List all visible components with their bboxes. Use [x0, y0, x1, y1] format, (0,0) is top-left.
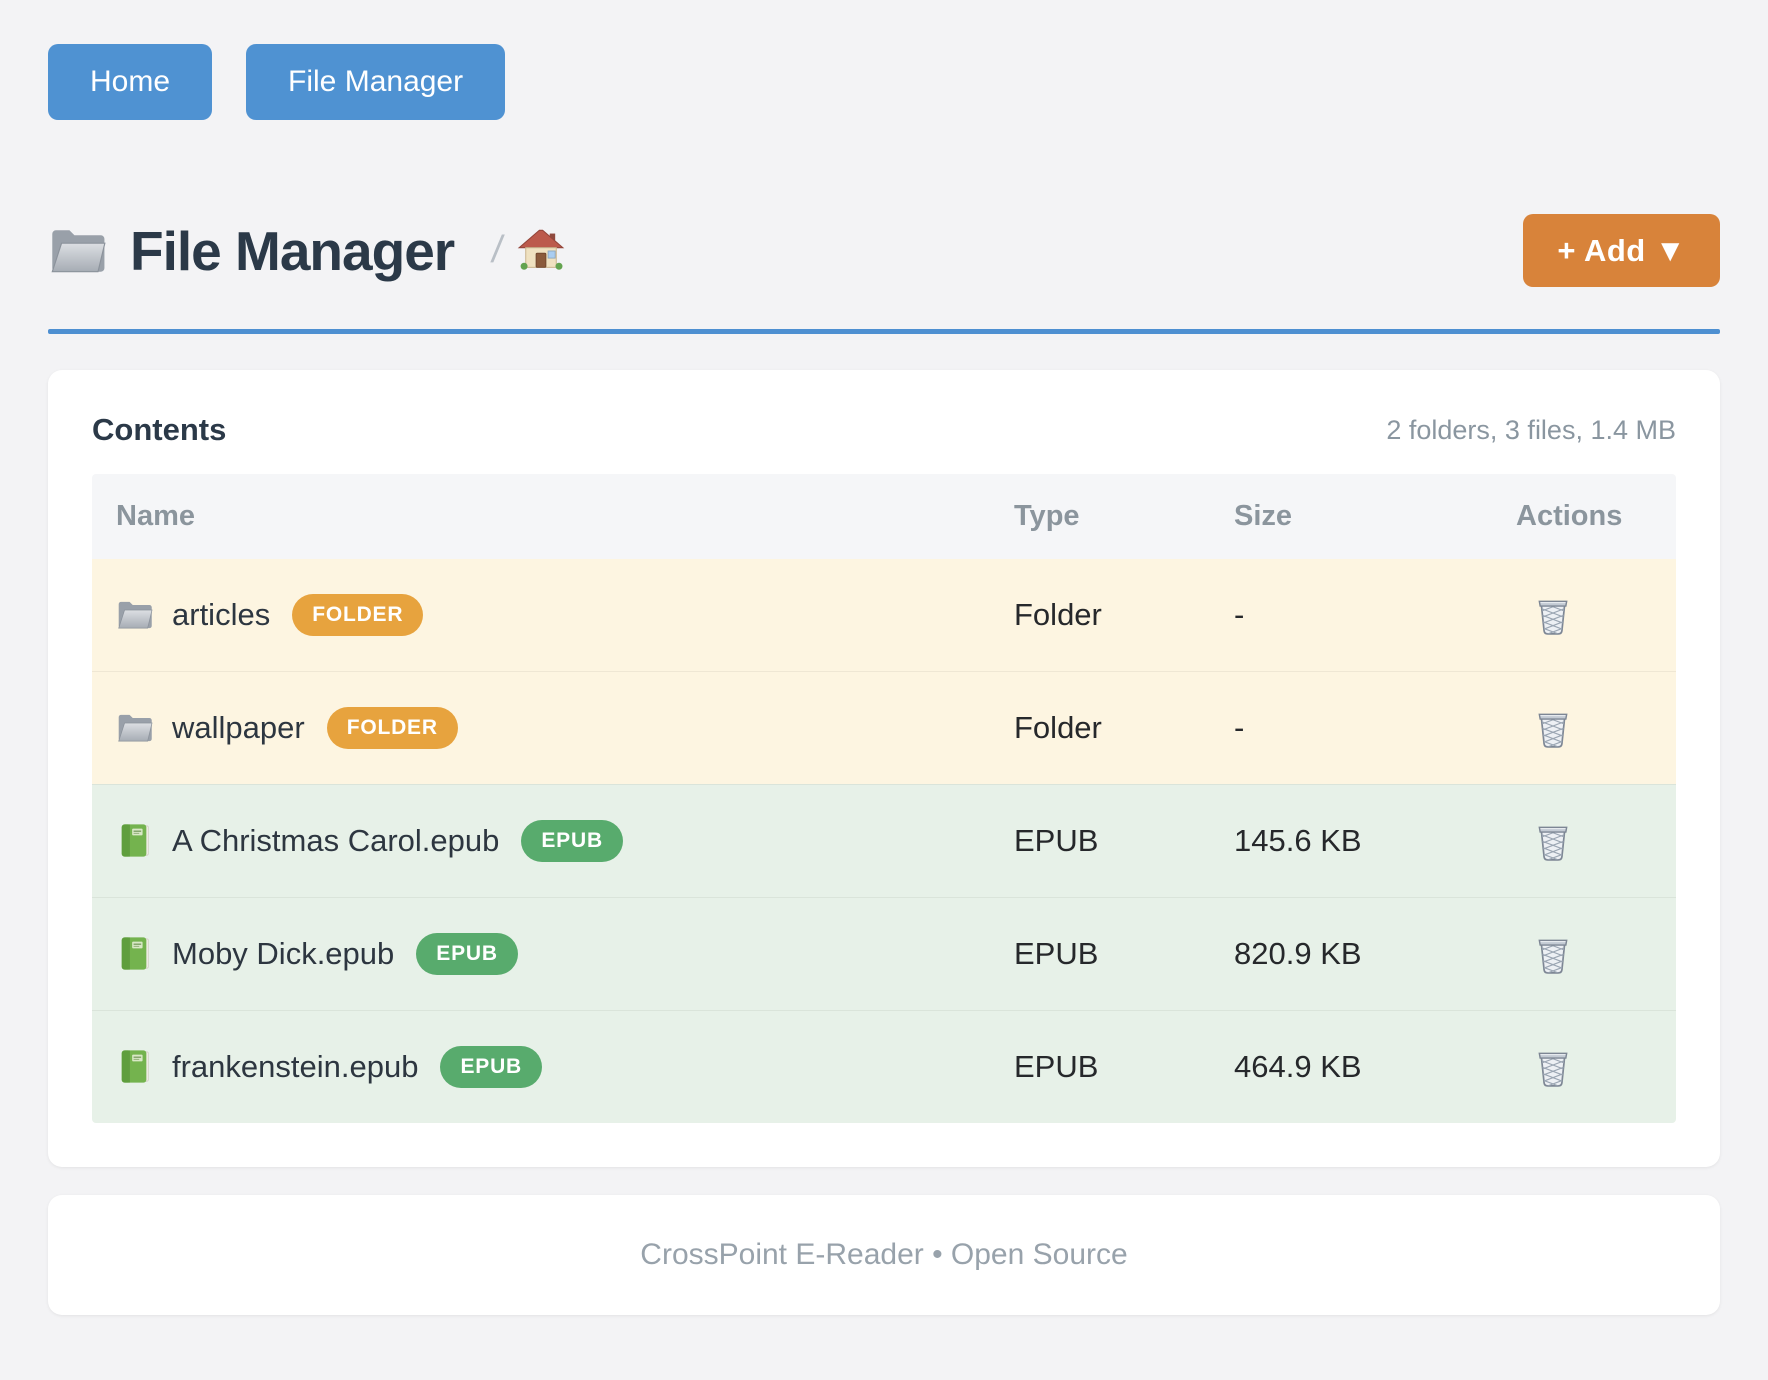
page-title: File Manager [130, 219, 455, 282]
home-breadcrumb-icon[interactable] [517, 227, 565, 275]
name-cell: A Christmas Carol.epub EPUB [92, 820, 1014, 862]
table-row[interactable]: wallpaper FOLDER Folder - [92, 671, 1676, 784]
name-cell: frankenstein.epub EPUB [92, 1046, 1014, 1088]
column-header-name: Name [116, 500, 195, 532]
table-body: articles FOLDER Folder - wallpaper FOLDE… [92, 559, 1676, 1123]
actions-cell [1516, 816, 1676, 867]
contents-title: Contents [92, 412, 227, 447]
row-name: wallpaper [172, 710, 305, 745]
delete-button[interactable] [1530, 590, 1576, 640]
row-badge: EPUB [521, 820, 623, 862]
column-header-size: Size [1234, 500, 1293, 532]
actions-cell [1516, 703, 1676, 754]
folder-icon [116, 710, 154, 746]
row-name: articles [172, 597, 271, 632]
name-cell: articles FOLDER [92, 594, 1014, 636]
table-row[interactable]: articles FOLDER Folder - [92, 559, 1676, 671]
wastebasket-icon [1534, 1046, 1572, 1088]
row-name: A Christmas Carol.epub [172, 823, 500, 858]
file-table: Name Type Size Actions articles FOLDER F… [92, 474, 1676, 1123]
row-size: - [1234, 710, 1245, 745]
row-size: 464.9 KB [1234, 1049, 1362, 1084]
row-type: Folder [1014, 710, 1102, 745]
footer: CrossPoint E-Reader • Open Source [48, 1195, 1720, 1315]
name-cell: Moby Dick.epub EPUB [92, 933, 1014, 975]
name-cell: wallpaper FOLDER [92, 707, 1014, 749]
row-name: frankenstein.epub [172, 1049, 419, 1084]
row-badge: FOLDER [292, 594, 424, 636]
home-button[interactable]: Home [48, 44, 213, 120]
row-type: Folder [1014, 597, 1102, 632]
folder-icon [48, 225, 108, 277]
row-name: Moby Dick.epub [172, 936, 395, 971]
column-header-type: Type [1014, 500, 1080, 532]
top-nav: Home File Manager [48, 44, 1720, 120]
wastebasket-icon [1534, 820, 1572, 862]
green-book-icon [116, 1049, 154, 1085]
green-book-icon [116, 823, 154, 859]
wastebasket-icon [1534, 933, 1572, 975]
row-type: EPUB [1014, 936, 1099, 971]
table-row[interactable]: A Christmas Carol.epub EPUB EPUB 145.6 K… [92, 784, 1676, 897]
delete-button[interactable] [1530, 929, 1576, 979]
contents-card: Contents 2 folders, 3 files, 1.4 MB Name… [48, 370, 1720, 1167]
delete-button[interactable] [1530, 703, 1576, 753]
wastebasket-icon [1534, 707, 1572, 749]
delete-button[interactable] [1530, 1042, 1576, 1092]
footer-text: CrossPoint E-Reader • Open Source [640, 1238, 1128, 1271]
wastebasket-icon [1534, 594, 1572, 636]
actions-cell [1516, 929, 1676, 980]
table-row[interactable]: frankenstein.epub EPUB EPUB 464.9 KB [92, 1010, 1676, 1123]
folder-icon [116, 597, 154, 633]
add-button[interactable]: + Add ▼ [1523, 214, 1720, 287]
column-header-actions: Actions [1516, 500, 1623, 532]
file-manager-button[interactable]: File Manager [246, 44, 506, 120]
contents-card-header: Contents 2 folders, 3 files, 1.4 MB [92, 412, 1676, 448]
row-badge: FOLDER [326, 707, 458, 749]
delete-button[interactable] [1530, 816, 1576, 866]
actions-cell [1516, 1042, 1676, 1093]
green-book-icon [116, 936, 154, 972]
page-header: File Manager / + Add ▼ [48, 214, 1720, 287]
row-type: EPUB [1014, 1049, 1099, 1084]
table-row[interactable]: Moby Dick.epub EPUB EPUB 820.9 KB [92, 897, 1676, 1010]
contents-summary: 2 folders, 3 files, 1.4 MB [1386, 414, 1676, 445]
title-underline [48, 329, 1720, 334]
row-badge: EPUB [416, 933, 518, 975]
row-size: 145.6 KB [1234, 823, 1362, 858]
actions-cell [1516, 590, 1676, 641]
row-type: EPUB [1014, 823, 1099, 858]
row-badge: EPUB [440, 1046, 543, 1088]
row-size: - [1234, 597, 1245, 632]
row-size: 820.9 KB [1234, 936, 1362, 971]
table-header-row: Name Type Size Actions [92, 474, 1676, 559]
breadcrumb-separator: / [489, 229, 506, 271]
